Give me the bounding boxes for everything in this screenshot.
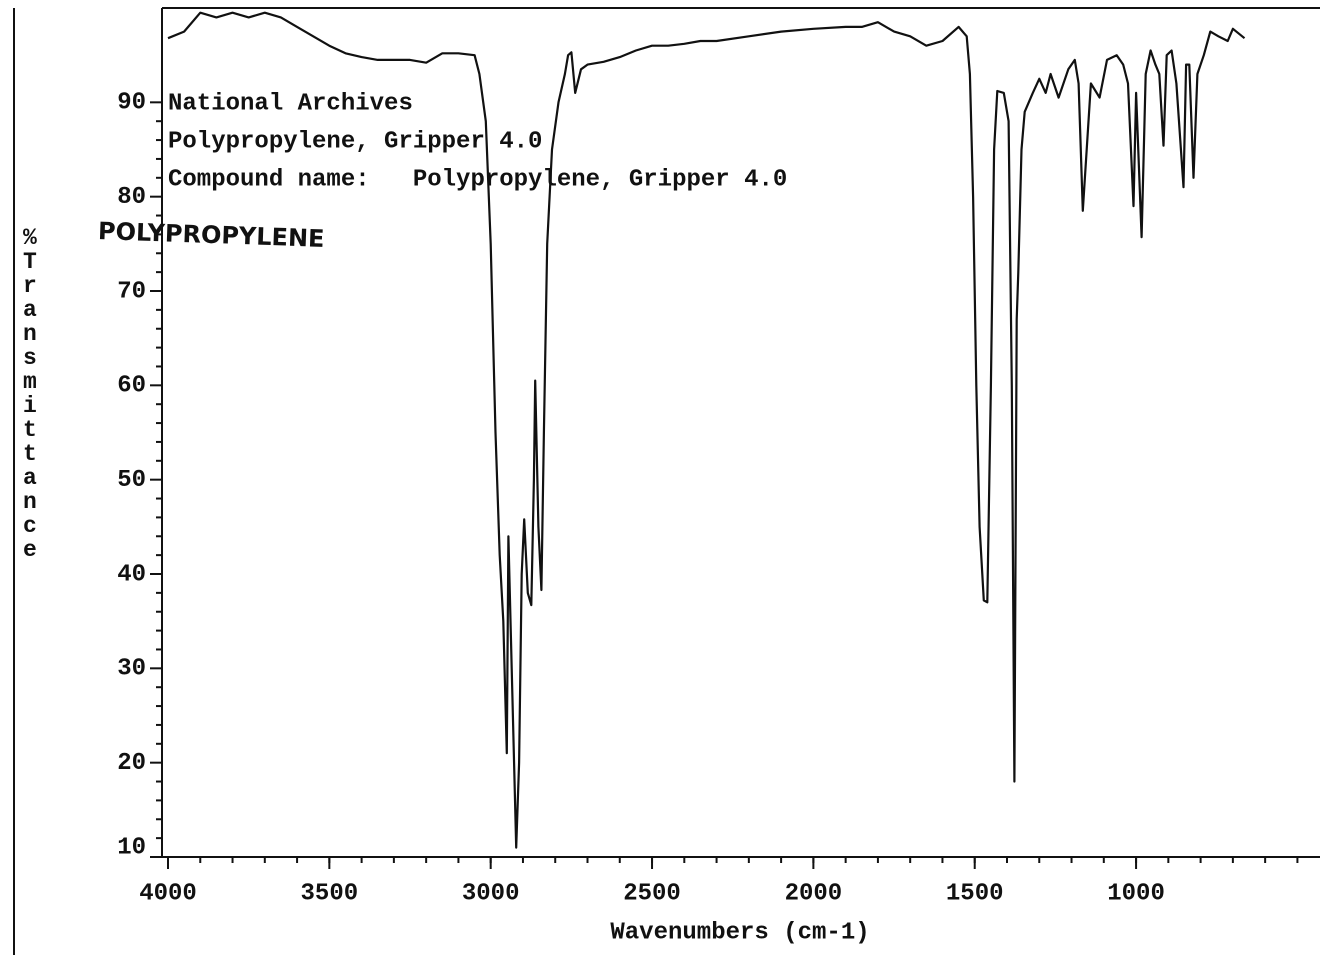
annotation: Polypropylene, Gripper 4.0 [168, 128, 542, 155]
y-tick-label: 50 [117, 467, 146, 494]
y-tick-label: 40 [117, 561, 146, 588]
y-tick-label: 60 [117, 373, 146, 400]
y-tick-label: 20 [117, 750, 146, 777]
y-tick-label: 10 [117, 834, 146, 861]
y-tick-label: 90 [117, 90, 146, 117]
x-tick-label: 1000 [1107, 880, 1165, 907]
y-tick-label: 30 [117, 656, 146, 683]
x-axis-label: Wavenumbers (cm-1) [610, 919, 869, 946]
y-tick-label: 80 [117, 184, 146, 211]
x-tick-label: 3000 [462, 880, 520, 907]
y-axis-label: %Transmittance [17, 225, 43, 561]
x-tick-label: 2000 [785, 880, 843, 907]
x-tick-label: 3500 [301, 880, 359, 907]
x-tick-label: 1500 [946, 880, 1004, 907]
spectrum-line [167, 11, 1246, 849]
handwritten-note: POLYPROPYLENE [98, 217, 325, 253]
x-tick-label: 2500 [623, 880, 681, 907]
annotation: National Archives [168, 90, 413, 117]
annotation: Compound name: Polypropylene, Gripper 4.… [168, 166, 787, 193]
x-tick-label: 4000 [139, 880, 197, 907]
y-tick-label: 70 [117, 278, 146, 305]
